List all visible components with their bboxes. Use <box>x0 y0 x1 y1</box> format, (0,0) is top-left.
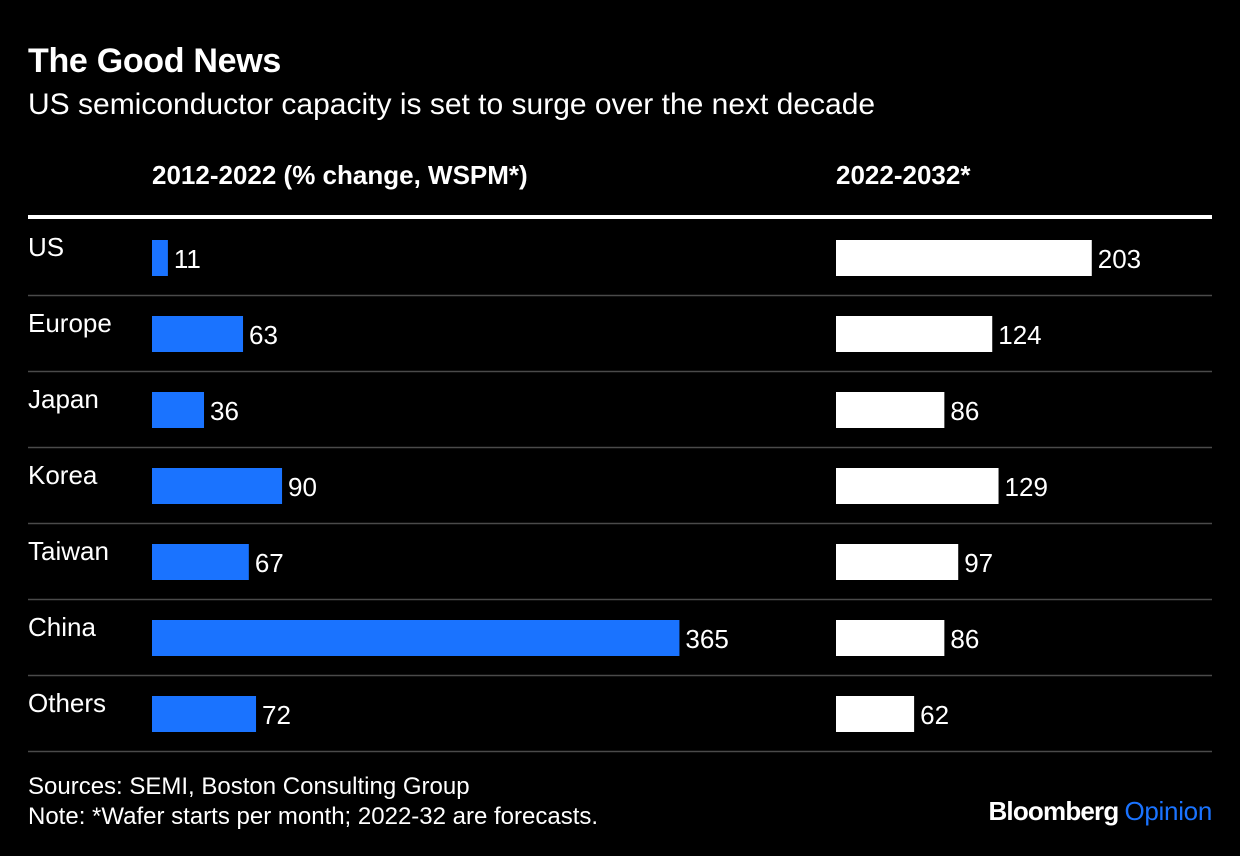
bar-2022-2032-europe <box>836 316 993 352</box>
value-label-2022-2032-japan: 86 <box>950 396 979 426</box>
bar-2022-2032-china <box>836 620 945 656</box>
value-label-2022-2032-china: 86 <box>950 624 979 654</box>
value-label-2012-2022-taiwan: 67 <box>255 548 284 578</box>
note-text: Note: *Wafer starts per month; 2022-32 a… <box>28 803 599 830</box>
category-label-us: US <box>28 232 64 262</box>
footer-notes: Sources: SEMI, Boston Consulting Group N… <box>28 772 598 832</box>
value-label-2012-2022-europe: 63 <box>249 320 278 350</box>
brand-logo: Bloomberg Opinion <box>988 796 1212 827</box>
value-label-2022-2032-taiwan: 97 <box>964 548 993 578</box>
value-label-2012-2022-others: 72 <box>262 700 291 730</box>
bar-2012-2022-others <box>152 696 257 732</box>
chart-subtitle: US semiconductor capacity is set to surg… <box>28 88 876 121</box>
bar-2012-2022-korea <box>152 468 283 504</box>
value-label-2012-2022-japan: 36 <box>210 396 239 426</box>
value-label-2022-2032-korea: 129 <box>1005 472 1048 502</box>
category-label-taiwan: Taiwan <box>28 536 109 566</box>
bar-2022-2032-japan <box>836 392 945 428</box>
category-label-europe: Europe <box>28 308 112 338</box>
bar-2012-2022-europe <box>152 316 244 352</box>
bar-2022-2032-taiwan <box>836 544 959 580</box>
value-label-2012-2022-china: 365 <box>685 624 728 654</box>
column-header-2012-2022: 2012-2022 (% change, WSPM*) <box>152 160 528 190</box>
value-label-2022-2032-europe: 124 <box>998 320 1041 350</box>
value-label-2012-2022-us: 11 <box>174 244 201 274</box>
category-label-korea: Korea <box>28 460 98 490</box>
chart-title: The Good News <box>28 42 282 80</box>
bar-2022-2032-korea <box>836 468 999 504</box>
category-label-japan: Japan <box>28 384 99 414</box>
bar-2022-2032-us <box>836 240 1092 276</box>
value-label-2022-2032-us: 203 <box>1098 244 1141 274</box>
bar-2022-2032-others <box>836 696 915 732</box>
category-label-others: Others <box>28 688 106 718</box>
header-rule <box>28 215 1212 219</box>
sources-text: Sources: SEMI, Boston Consulting Group <box>28 773 470 800</box>
category-label-china: China <box>28 612 96 642</box>
brand-section: Opinion <box>1124 796 1212 826</box>
column-header-2022-2032: 2022-2032* <box>836 160 971 190</box>
bar-2012-2022-japan <box>152 392 205 428</box>
brand-name: Bloomberg <box>988 796 1119 826</box>
value-label-2012-2022-korea: 90 <box>288 472 317 502</box>
value-label-2022-2032-others: 62 <box>920 700 949 730</box>
bar-2012-2022-taiwan <box>152 544 249 580</box>
bar-2012-2022-us <box>152 240 168 276</box>
bar-2012-2022-china <box>152 620 680 656</box>
